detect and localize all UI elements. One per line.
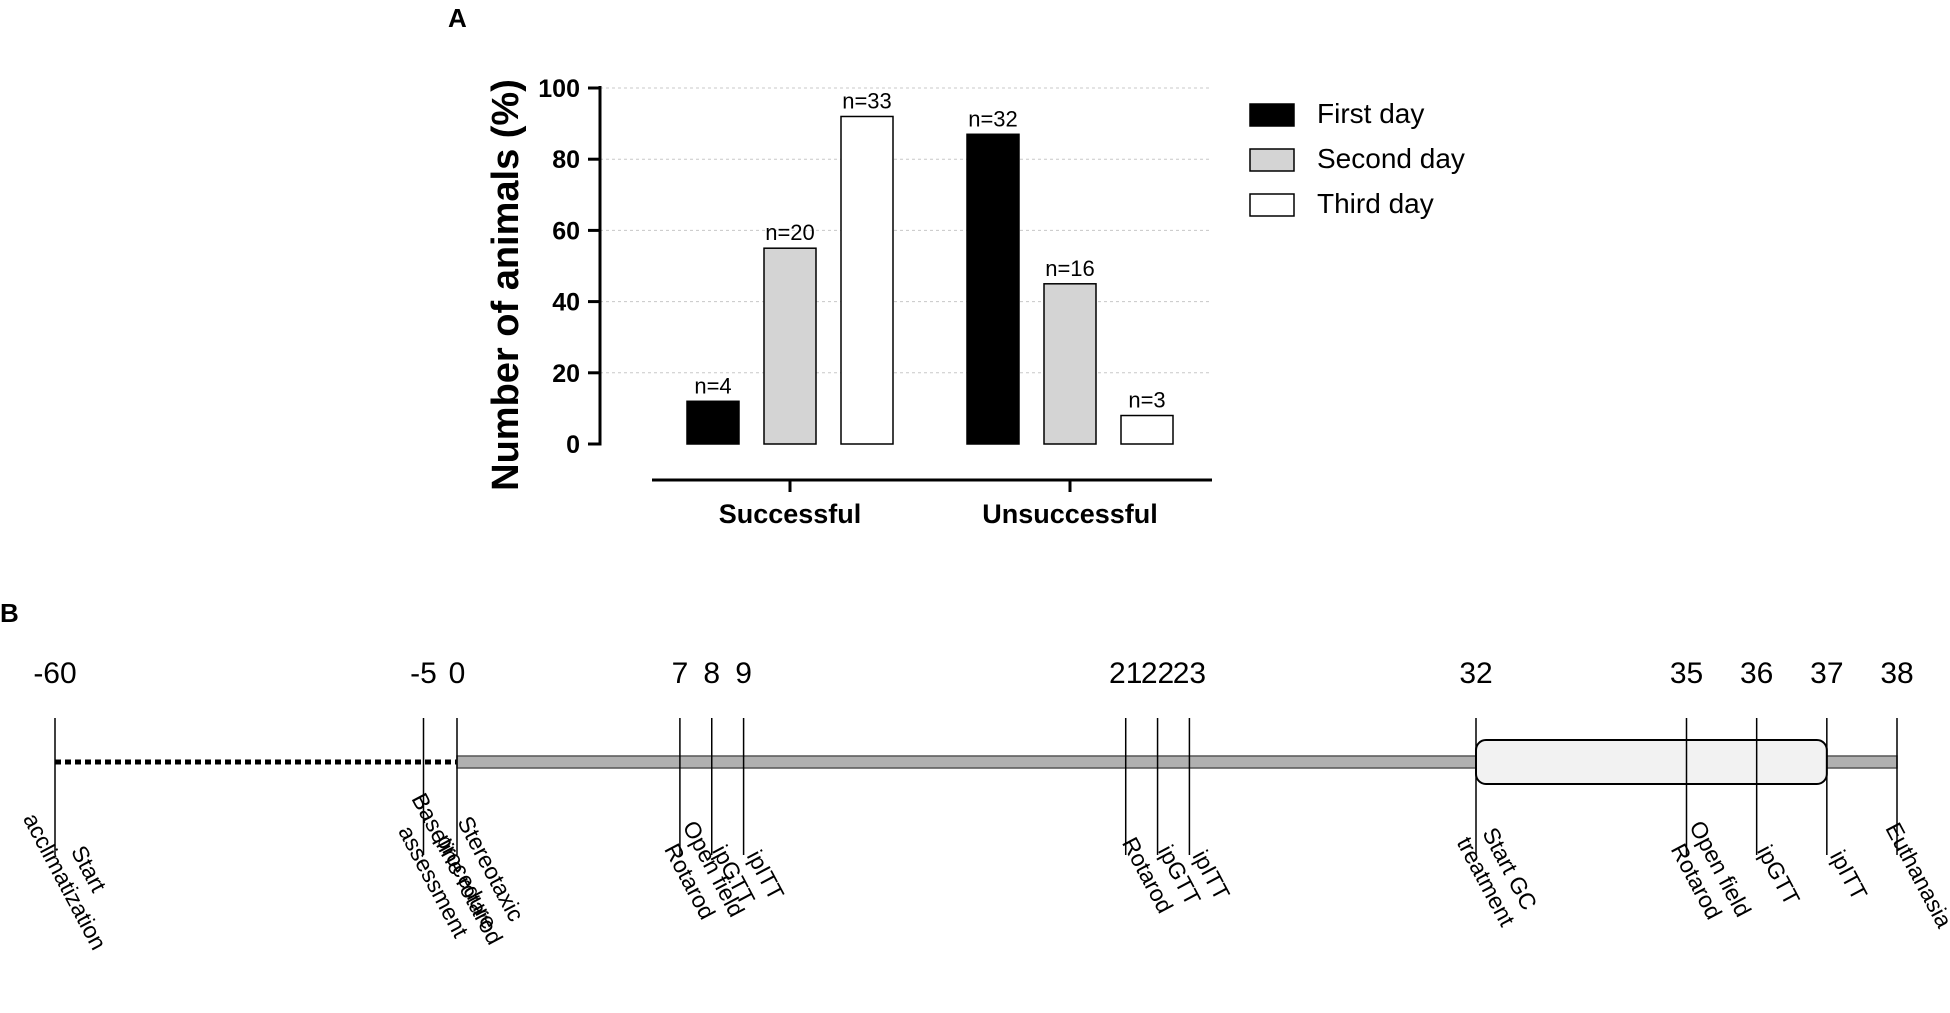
panel-label-b: B bbox=[0, 598, 19, 628]
event-day-label: -60 bbox=[33, 657, 76, 690]
y-axis: 0 20 40 60 80 100 bbox=[538, 75, 602, 459]
event-day-label: 35 bbox=[1670, 657, 1703, 690]
x-tick-label: Unsuccessful bbox=[982, 499, 1158, 529]
y-tick-label: 100 bbox=[538, 75, 580, 103]
event-label-line: Euthanasia bbox=[1881, 818, 1950, 932]
bar-data-label: n=3 bbox=[1128, 388, 1165, 413]
event-label: ipITT bbox=[1825, 846, 1873, 904]
event-day-label: 0 bbox=[449, 657, 466, 690]
event-day-label: 9 bbox=[735, 657, 752, 690]
bar bbox=[966, 133, 1020, 445]
event-day-label: 22 bbox=[1141, 657, 1174, 690]
event-label: ipGTT bbox=[1752, 841, 1805, 910]
panel-label-a: A bbox=[448, 3, 467, 33]
y-axis-label: Number of animals (%) bbox=[485, 79, 527, 491]
bar-data-label: n=16 bbox=[1045, 256, 1095, 281]
bar-data-label: n=33 bbox=[842, 88, 892, 113]
event-label: Start GCtreatment bbox=[1452, 820, 1545, 931]
legend-swatch bbox=[1249, 103, 1295, 127]
x-axis: Successful Unsuccessful bbox=[652, 478, 1212, 529]
event-day-label: 38 bbox=[1880, 657, 1913, 690]
legend-label: First day bbox=[1317, 98, 1424, 129]
legend-label: Second day bbox=[1317, 143, 1465, 174]
bar-data-label: n=4 bbox=[694, 373, 731, 398]
legend-swatch bbox=[1249, 148, 1295, 172]
event-label: Euthanasia bbox=[1881, 818, 1950, 932]
gridlines bbox=[600, 87, 1210, 374]
treatment-box bbox=[1475, 739, 1828, 785]
legend-label: Third day bbox=[1317, 188, 1434, 219]
bar-data-label: n=32 bbox=[968, 106, 1018, 131]
bars bbox=[686, 115, 1174, 445]
x-tick-label: Successful bbox=[719, 499, 862, 529]
event-day-label: 8 bbox=[703, 657, 720, 690]
bar bbox=[840, 115, 894, 445]
event-day-label: 32 bbox=[1459, 657, 1492, 690]
y-tick-label: 0 bbox=[566, 431, 580, 459]
bar-data-label: n=20 bbox=[765, 220, 815, 245]
legend-swatch bbox=[1249, 193, 1295, 217]
event-label: Open fieldRotarod bbox=[1660, 816, 1756, 933]
event-label: Startacclimatization bbox=[18, 796, 136, 954]
event-day-label: -5 bbox=[410, 657, 437, 690]
bar-labels: n=4 n=20 n=33 n=32 n=16 n=3 bbox=[694, 88, 1165, 412]
event-label-line: ipGTT bbox=[1752, 841, 1805, 910]
y-tick-label: 40 bbox=[552, 289, 580, 317]
bar-chart-panel: A n=4 n=20 n=33 n=32 n=16 n=3 0 20 40 60 80 100 Su… bbox=[448, 3, 1465, 529]
bar bbox=[763, 247, 817, 445]
event-day-label: 37 bbox=[1810, 657, 1843, 690]
y-tick-label: 80 bbox=[552, 146, 580, 174]
y-tick-label: 60 bbox=[552, 217, 580, 245]
legend: First day Second day Third day bbox=[1249, 98, 1465, 219]
event-day-label: 36 bbox=[1740, 657, 1773, 690]
event-day-label: 7 bbox=[672, 657, 689, 690]
bar bbox=[1120, 414, 1174, 445]
event-label-line: ipITT bbox=[1825, 846, 1873, 904]
event-day-label: 21 bbox=[1109, 657, 1142, 690]
y-tick-label: 20 bbox=[552, 360, 580, 388]
bar bbox=[686, 400, 740, 445]
bar bbox=[1043, 283, 1097, 445]
event-day-label: 23 bbox=[1173, 657, 1206, 690]
